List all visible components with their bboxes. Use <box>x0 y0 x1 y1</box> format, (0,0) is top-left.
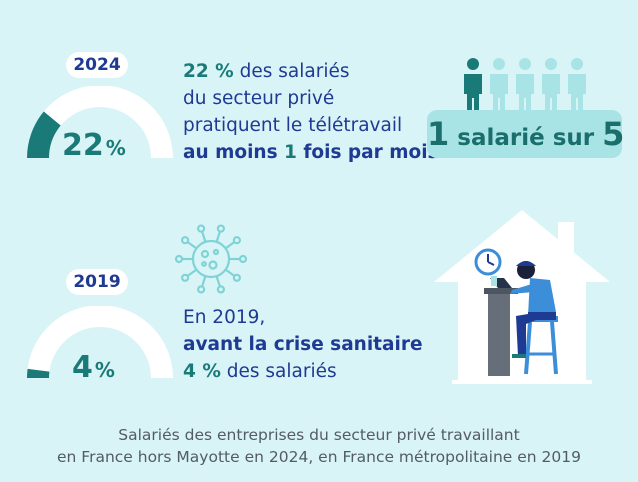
ratio-suffix: 5 <box>602 115 625 153</box>
virus-icon <box>174 224 248 294</box>
text-2024-line1: 22 % des salariés <box>183 61 350 82</box>
cup-icon <box>491 276 497 286</box>
person-figure <box>510 261 556 358</box>
desk <box>488 292 510 376</box>
ratio-prefix: 1 <box>427 115 450 153</box>
text-2024-line2: du secteur privé <box>183 88 335 109</box>
gauge-2024-value: 22% <box>62 128 126 163</box>
ratio-middle: salarié sur <box>449 125 603 151</box>
caption: Salariés des entreprises du secteur priv… <box>0 424 638 468</box>
text-2019-line2: avant la crise sanitaire <box>183 334 423 355</box>
gauge-2019-value: 4% <box>72 350 115 385</box>
person-icon <box>464 58 482 112</box>
gauge-track <box>27 306 173 379</box>
caption-line2: en France hors Mayotte en 2024, en Franc… <box>57 448 581 466</box>
text-2019-line1: En 2019, <box>183 307 266 328</box>
clock-icon <box>474 248 502 276</box>
text-2024: 22 % des salariés du secteur privé prati… <box>183 58 439 166</box>
caption-line1: Salariés des entreprises du secteur priv… <box>118 426 520 444</box>
gauge-2019 <box>27 306 173 379</box>
person-working-at-home-illustration <box>434 210 610 384</box>
text-2019-line3: 4 % des salariés <box>183 361 337 382</box>
person-icon <box>568 58 586 112</box>
text-2019: En 2019, avant la crise sanitaire 4 % de… <box>183 304 423 385</box>
text-2024-line4: au moins 1 fois par mois <box>183 142 439 163</box>
person-icon <box>542 58 560 112</box>
gauge-2024 <box>27 86 173 159</box>
people-row <box>464 58 586 112</box>
ratio-box: 1 salarié sur 5 <box>427 110 625 158</box>
gauge-fill <box>27 111 62 159</box>
year-badge-2024: 2024 <box>66 52 128 78</box>
person-icon <box>490 58 508 112</box>
person-icon <box>516 58 534 112</box>
text-2024-line3: pratiquent le télétravail <box>183 115 403 136</box>
year-badge-2019: 2019 <box>66 269 128 295</box>
